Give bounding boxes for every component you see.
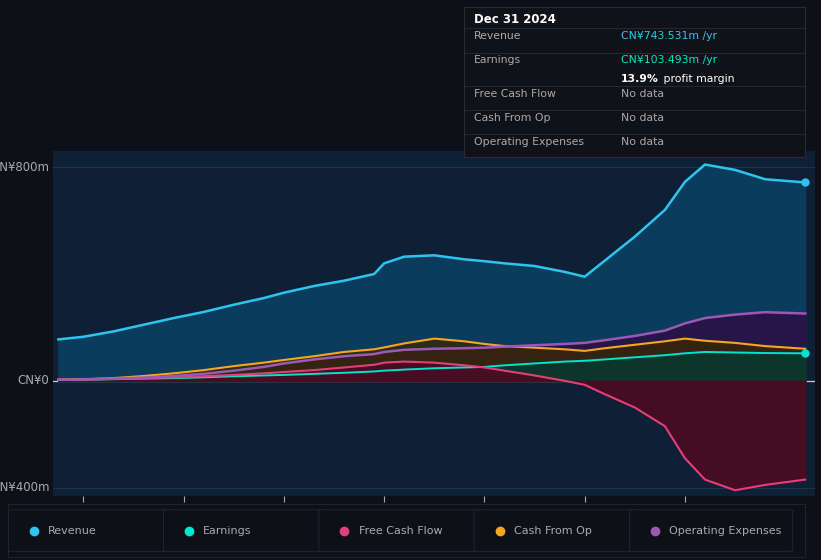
FancyBboxPatch shape — [630, 510, 792, 552]
Text: No data: No data — [621, 137, 663, 147]
Text: Free Cash Flow: Free Cash Flow — [359, 526, 443, 535]
FancyBboxPatch shape — [163, 510, 327, 552]
Text: Operating Expenses: Operating Expenses — [669, 526, 782, 535]
Text: No data: No data — [621, 113, 663, 123]
Text: Cash From Op: Cash From Op — [474, 113, 551, 123]
Text: Revenue: Revenue — [48, 526, 97, 535]
FancyBboxPatch shape — [319, 510, 482, 552]
Text: CN¥103.493m /yr: CN¥103.493m /yr — [621, 55, 717, 65]
Text: profit margin: profit margin — [660, 74, 734, 84]
Text: -CN¥400m: -CN¥400m — [0, 481, 49, 494]
Text: Revenue: Revenue — [474, 31, 521, 41]
Text: Dec 31 2024: Dec 31 2024 — [474, 13, 556, 26]
Text: Earnings: Earnings — [474, 55, 521, 65]
Text: CN¥0: CN¥0 — [18, 374, 49, 388]
Text: Earnings: Earnings — [204, 526, 252, 535]
FancyBboxPatch shape — [8, 510, 172, 552]
FancyBboxPatch shape — [474, 510, 637, 552]
Text: Free Cash Flow: Free Cash Flow — [474, 89, 556, 99]
Text: CN¥743.531m /yr: CN¥743.531m /yr — [621, 31, 717, 41]
Text: Cash From Op: Cash From Op — [514, 526, 592, 535]
Text: No data: No data — [621, 89, 663, 99]
Text: CN¥800m: CN¥800m — [0, 161, 49, 174]
Text: Operating Expenses: Operating Expenses — [474, 137, 584, 147]
Text: 13.9%: 13.9% — [621, 74, 658, 84]
